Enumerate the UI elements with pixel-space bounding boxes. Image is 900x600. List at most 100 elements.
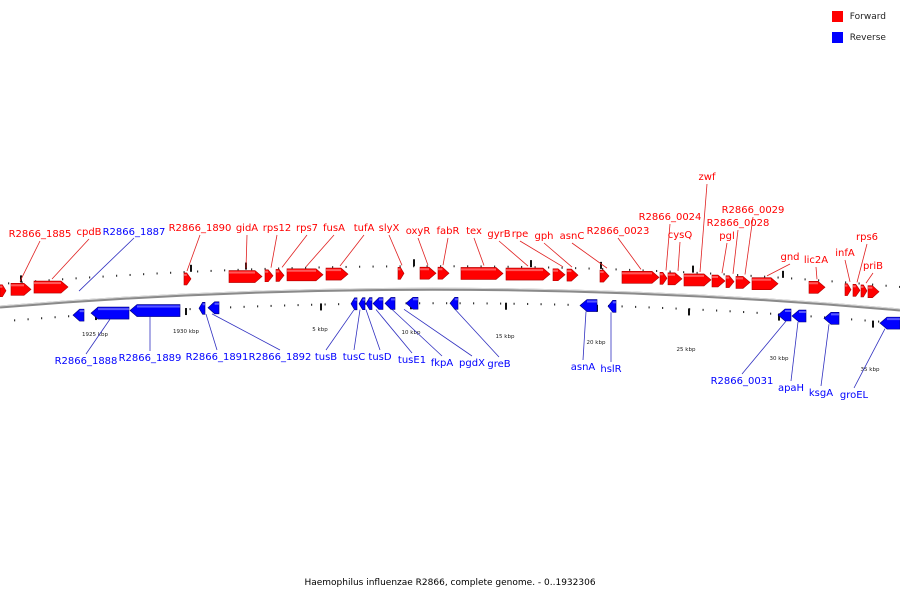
reverse-gene-label[interactable]: tusC	[343, 352, 365, 363]
forward-gene-arrow[interactable]	[419, 266, 437, 280]
reverse-gene-arrow[interactable]	[90, 306, 130, 320]
reverse-gene-arrow[interactable]	[579, 299, 598, 312]
reverse-gene-label[interactable]: asnA	[571, 362, 596, 373]
reverse-gene-arrow[interactable]	[879, 316, 900, 330]
reverse-gene-label[interactable]: R2866_1887	[103, 227, 166, 238]
forward-gene-arrow[interactable]	[0, 284, 7, 298]
forward-gene-arrow[interactable]	[33, 280, 69, 294]
forward-gene-arrow[interactable]	[183, 272, 192, 286]
forward-gene-label[interactable]: slyX	[379, 223, 400, 234]
reverse-gene-arrow[interactable]	[198, 301, 206, 315]
forward-gene-arrow[interactable]	[621, 271, 660, 284]
forward-gene-arrow[interactable]	[725, 275, 735, 288]
forward-gene-label[interactable]: zwf	[699, 172, 716, 183]
forward-gene-label[interactable]: rpe	[512, 229, 529, 240]
forward-gene-label[interactable]: tex	[466, 226, 482, 237]
forward-gene-arrow[interactable]	[751, 277, 779, 291]
forward-gene-label[interactable]: cpdB	[76, 227, 101, 238]
forward-gene-label[interactable]: rps7	[296, 223, 318, 234]
forward-gene-arrow[interactable]	[228, 270, 263, 283]
reverse-gene-arrow[interactable]	[365, 297, 373, 310]
forward-gene-arrow[interactable]	[286, 268, 324, 282]
forward-gene-arrow[interactable]	[264, 269, 274, 283]
reverse-gene-arrow[interactable]	[384, 297, 396, 310]
reverse-gene-arrow[interactable]	[405, 296, 419, 310]
forward-gene-label[interactable]: R2866_0028	[707, 218, 770, 229]
reverse-gene-label[interactable]: R2866_1888	[55, 356, 118, 367]
forward-gene-label[interactable]: priB	[863, 261, 883, 272]
reverse-gene-label[interactable]: tusB	[315, 352, 337, 363]
tick-dot	[648, 306, 650, 309]
forward-gene-label[interactable]: gyrB	[487, 229, 510, 240]
forward-gene-arrow[interactable]	[566, 268, 579, 282]
forward-gene-label[interactable]: fusA	[323, 223, 345, 234]
reverse-gene-arrow[interactable]	[791, 309, 807, 323]
forward-gene-arrow[interactable]	[599, 269, 610, 283]
forward-gene-arrow[interactable]	[397, 267, 405, 280]
reverse-gene-arrow[interactable]	[449, 296, 459, 310]
reverse-gene-label[interactable]: apaH	[778, 383, 804, 394]
forward-gene-arrow[interactable]	[552, 268, 566, 282]
reverse-gene-label[interactable]: greB	[487, 359, 510, 370]
forward-gene-arrow[interactable]	[867, 285, 880, 299]
forward-gene-arrow[interactable]	[860, 284, 868, 298]
reverse-gene-arrow[interactable]	[823, 312, 840, 325]
forward-gene-label[interactable]: infA	[835, 248, 855, 259]
reverse-gene-arrow[interactable]	[358, 297, 366, 310]
reverse-gene-label[interactable]: pgdX	[459, 358, 485, 369]
forward-gene-label[interactable]: gph	[534, 231, 553, 242]
reverse-gene-label[interactable]: R2866_1891	[186, 352, 249, 363]
tick-dot	[513, 302, 515, 305]
forward-gene-label[interactable]: rps12	[263, 223, 291, 234]
forward-gene-arrow[interactable]	[711, 274, 726, 288]
reverse-gene-label[interactable]: R2866_0031	[711, 376, 774, 387]
forward-gene-arrow[interactable]	[735, 276, 751, 289]
reverse-gene-label[interactable]: ksgA	[809, 388, 833, 399]
forward-gene-label[interactable]: R2866_0023	[587, 226, 650, 237]
reverse-gene-arrow[interactable]	[350, 297, 358, 311]
reverse-gene-label[interactable]: groEL	[840, 390, 869, 401]
forward-gene-label[interactable]: R2866_0029	[722, 205, 785, 216]
forward-gene-arrow[interactable]	[460, 267, 504, 280]
forward-gene-label[interactable]: R2866_1885	[9, 229, 72, 240]
reverse-gene-arrow[interactable]	[372, 297, 384, 310]
forward-gene-arrow[interactable]	[667, 272, 683, 286]
forward-gene-label[interactable]: cysQ	[668, 230, 693, 241]
forward-gene-label[interactable]: gnd	[780, 252, 799, 263]
reverse-gene-label[interactable]: R2866_1892	[249, 352, 312, 363]
forward-gene-arrow[interactable]	[437, 266, 450, 280]
forward-gene-label[interactable]: rps6	[856, 232, 878, 243]
reverse-gene-arrow[interactable]	[207, 301, 220, 315]
forward-gene-label[interactable]: R2866_1890	[169, 223, 232, 234]
forward-gene-arrow[interactable]	[10, 283, 32, 296]
reverse-gene-arrow[interactable]	[777, 308, 792, 322]
forward-gene-arrow[interactable]	[683, 273, 712, 287]
forward-gene-label[interactable]: asnC	[560, 231, 585, 242]
tick-dot	[21, 281, 23, 284]
forward-gene-label[interactable]: tufA	[354, 223, 375, 234]
forward-gene-arrow[interactable]	[852, 284, 861, 297]
reverse-gene-label[interactable]: R2866_1889	[119, 353, 182, 364]
reverse-gene-label[interactable]: tusD	[368, 352, 391, 363]
reverse-leader-line	[78, 237, 135, 292]
forward-gene-label[interactable]: pgl	[719, 231, 734, 242]
forward-gene-label[interactable]: fabR	[437, 226, 460, 237]
forward-gene-arrow[interactable]	[275, 269, 285, 282]
forward-gene-label[interactable]: lic2A	[804, 255, 828, 266]
reverse-gene-label[interactable]: fkpA	[431, 358, 454, 369]
forward-gene-arrow[interactable]	[659, 271, 668, 285]
forward-gene-label[interactable]: R2866_0024	[639, 212, 702, 223]
gene-highlight	[413, 298, 418, 301]
tick-dot	[575, 267, 577, 270]
forward-gene-arrow[interactable]	[844, 283, 852, 296]
reverse-gene-label[interactable]: tusE1	[398, 355, 426, 366]
forward-gene-arrow[interactable]	[808, 280, 826, 294]
reverse-gene-arrow[interactable]	[129, 304, 181, 317]
forward-gene-arrow[interactable]	[325, 267, 349, 281]
reverse-gene-arrow[interactable]	[72, 308, 85, 322]
forward-gene-arrow[interactable]	[505, 267, 551, 281]
reverse-gene-label[interactable]: hslR	[600, 364, 621, 375]
reverse-gene-arrow[interactable]	[607, 299, 617, 313]
forward-gene-label[interactable]: oxyR	[406, 226, 431, 237]
forward-gene-label[interactable]: gidA	[236, 223, 258, 234]
